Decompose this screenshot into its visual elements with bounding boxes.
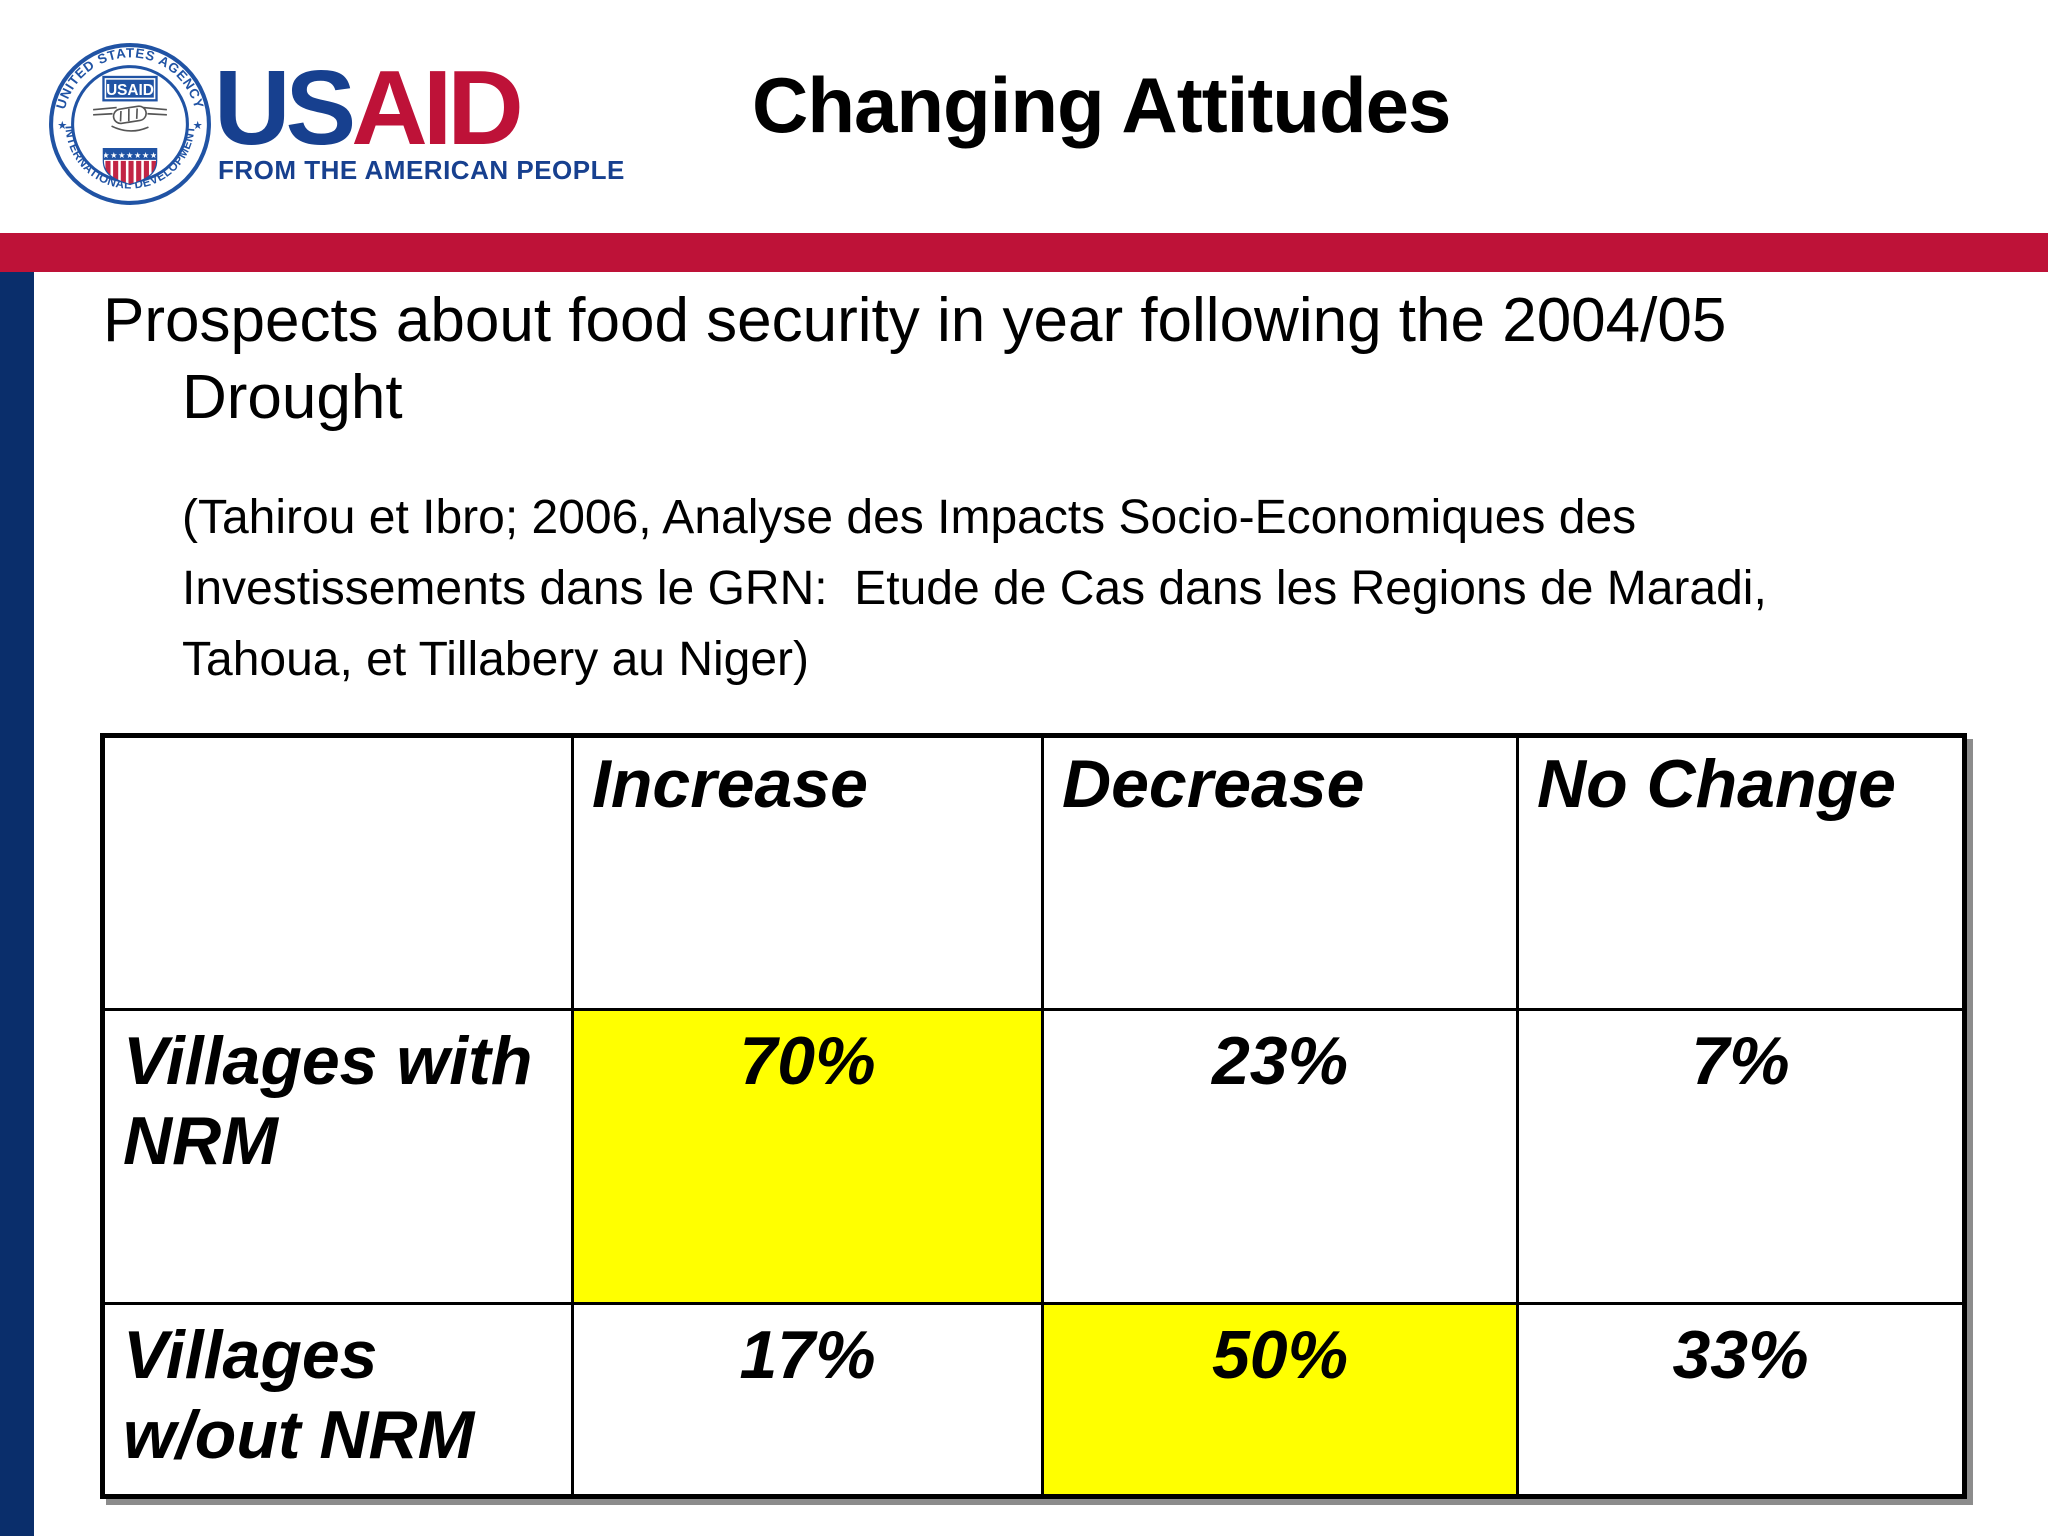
table-value-cell: 17% bbox=[571, 1302, 1044, 1498]
usaid-tagline: FROM THE AMERICAN PEOPLE bbox=[218, 155, 625, 185]
seal-left-star-icon: ★ bbox=[57, 119, 67, 132]
heading-line: Prospects about food security in year fo… bbox=[103, 286, 1727, 355]
seal-usaid-box bbox=[102, 75, 158, 102]
wordmark-aid: AID bbox=[351, 49, 524, 167]
table-corner-cell bbox=[101, 734, 574, 1011]
usaid-wordmark: USAID bbox=[214, 55, 524, 161]
table-header-decrease: Decrease bbox=[1041, 734, 1519, 1011]
wordmark-us: US bbox=[214, 49, 356, 167]
table-row-villages-without-nrm: Villages w/out NRM 17% 50% 33% bbox=[101, 1302, 1966, 1498]
shield-stars-icon: ★★★★★★★ bbox=[102, 150, 158, 160]
blue-side-bar bbox=[0, 272, 34, 1536]
seal-usaid-label: USAID bbox=[106, 82, 154, 99]
page-title: Changing Attitudes bbox=[752, 61, 1451, 149]
seal-usaid-box-border bbox=[104, 78, 156, 100]
red-divider-bar bbox=[0, 233, 2048, 272]
row-label-line: NRM bbox=[123, 1103, 278, 1179]
row-label-line: w/out NRM bbox=[123, 1397, 475, 1473]
table-value-cell: 50% bbox=[1041, 1302, 1519, 1498]
citation-line: Tahoua, et Tillabery au Niger) bbox=[182, 633, 809, 686]
table-value-cell: 23% bbox=[1041, 1008, 1519, 1305]
heading-line: Drought bbox=[182, 363, 403, 432]
table-row-villages-with-nrm: Villages with NRM 70% 23% 7% bbox=[101, 1008, 1966, 1305]
table-row-label: Villages w/out NRM bbox=[101, 1302, 574, 1498]
table-value-cell: 33% bbox=[1516, 1302, 1966, 1498]
table-value-cell: 70% bbox=[571, 1008, 1044, 1305]
table-header-nochange: No Change bbox=[1516, 734, 1966, 1011]
table-row-label: Villages with NRM bbox=[101, 1008, 574, 1305]
handshake-icon bbox=[93, 105, 167, 132]
attitudes-table: Increase Decrease No Change Villages wit… bbox=[100, 733, 1967, 1499]
body-heading: Prospects about food security in year fo… bbox=[103, 282, 1726, 436]
citation: (Tahirou et Ibro; 2006, Analyse des Impa… bbox=[182, 482, 1767, 695]
table-header-increase: Increase bbox=[571, 734, 1044, 1011]
citation-line: (Tahirou et Ibro; 2006, Analyse des Impa… bbox=[182, 491, 1637, 544]
row-label-line: Villages with bbox=[123, 1023, 533, 1099]
usaid-seal-icon: UNITED STATES AGENCY INTERNATIONAL DEVEL… bbox=[49, 43, 211, 205]
row-label-line: Villages bbox=[123, 1317, 378, 1393]
table-header-row: Increase Decrease No Change bbox=[101, 734, 1966, 1011]
seal-right-star-icon: ★ bbox=[193, 119, 203, 132]
seal-shield-outline bbox=[102, 147, 158, 186]
citation-line: Investissements dans le GRN: Etude de Ca… bbox=[182, 562, 1767, 615]
table-value-cell: 7% bbox=[1516, 1008, 1966, 1305]
